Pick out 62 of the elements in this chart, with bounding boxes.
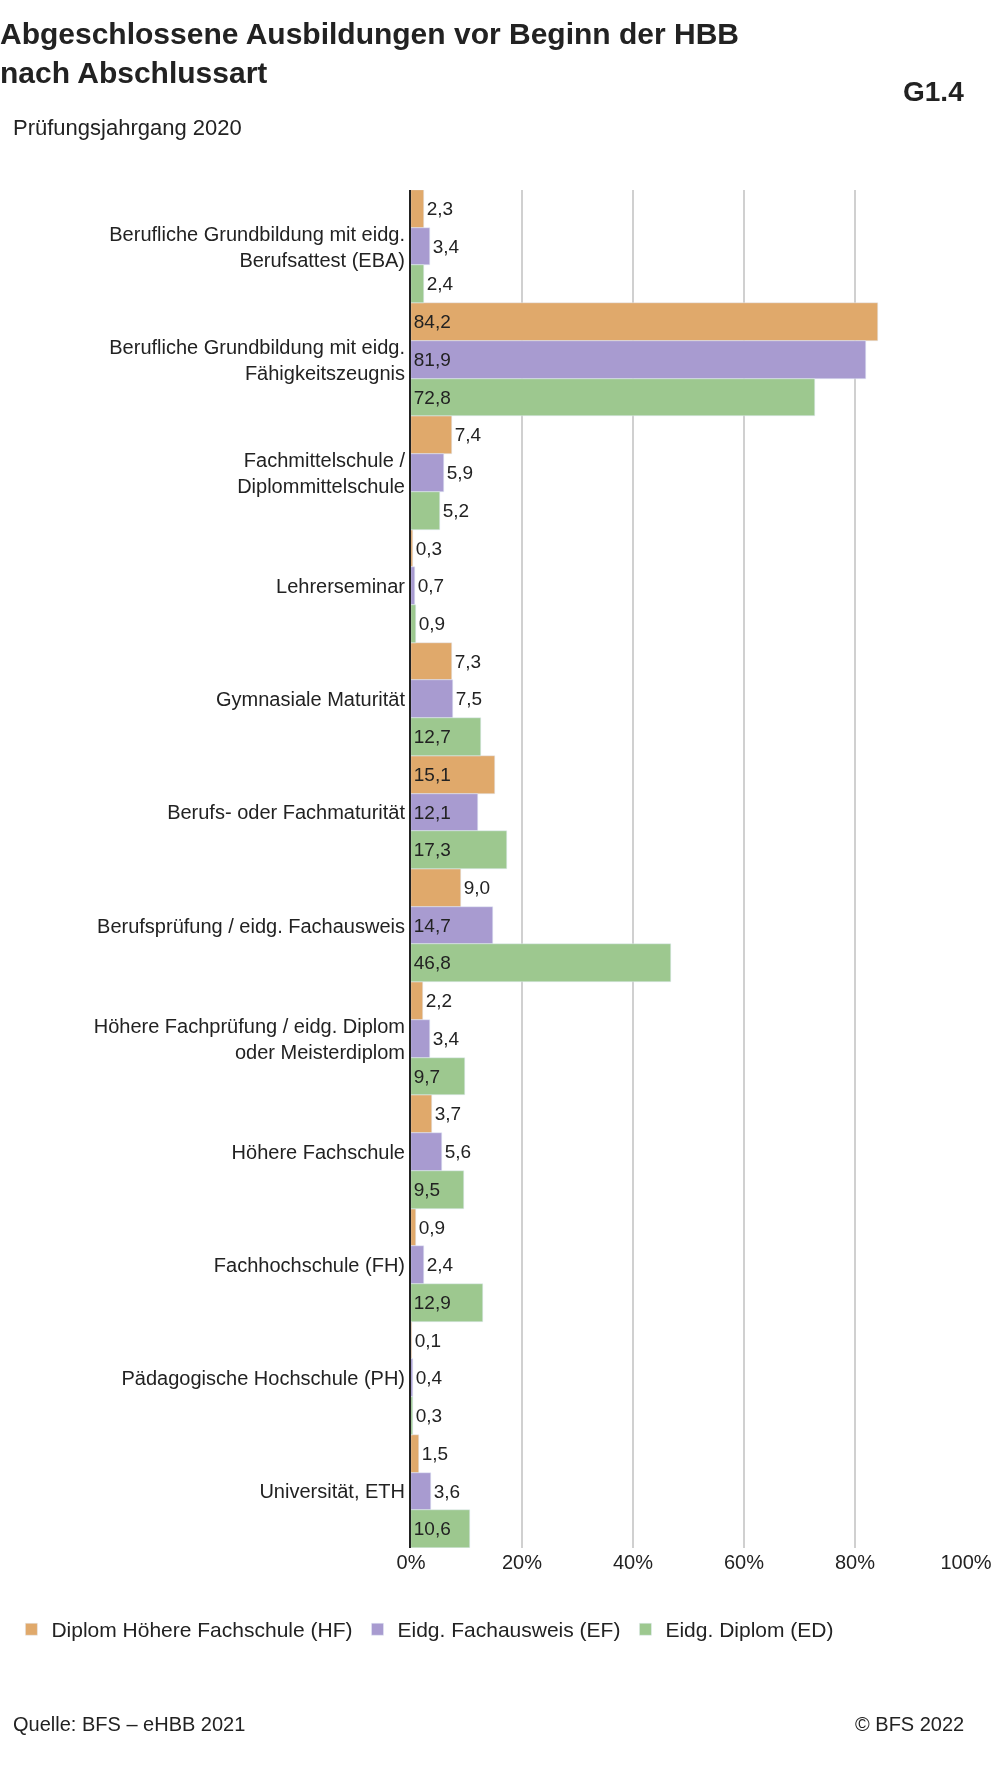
y-tick-label: Berufsprüfung / eidg. Fachausweis (97, 914, 405, 937)
data-label: 9,5 (413, 1179, 441, 1201)
data-label: 7,3 (454, 650, 482, 672)
y-tick-label: Pädagogische Hochschule (PH) (121, 1367, 405, 1390)
data-label: 2,3 (426, 198, 454, 220)
data-label: 5,9 (446, 462, 474, 484)
text: G1.4 (903, 76, 965, 107)
data-label: 3,7 (434, 1103, 462, 1125)
x-tick-label: 20% (501, 1551, 543, 1573)
data-label: 1,5 (421, 1443, 449, 1465)
data-label: 5,6 (444, 1141, 472, 1163)
data-label: 5,2 (442, 500, 470, 522)
data-label: 14,7 (413, 914, 451, 936)
data-label: 0,3 (415, 537, 443, 559)
data-label: 3,4 (432, 235, 460, 257)
x-tick-label: 80% (834, 1551, 876, 1573)
data-label: 10,6 (413, 1518, 451, 1540)
chart-title: Abgeschlossene Ausbildungen vor Beginn der HBB nach Abschlussart (0, 17, 739, 90)
data-label: 81,9 (413, 349, 451, 371)
y-tick-label: Fachmittelschule / Diplommittelschule (237, 448, 406, 497)
data-label: 0,9 (418, 613, 446, 635)
data-label: 0,3 (415, 1405, 443, 1427)
data-label: 7,4 (454, 424, 482, 446)
y-tick-label: Höhere Fachschule (231, 1140, 405, 1163)
text: Prüfungsjahrgang 2020 (13, 115, 242, 140)
data-label: 84,2 (413, 311, 451, 333)
data-label: 12,9 (413, 1292, 451, 1314)
data-label: 12,7 (413, 726, 451, 748)
data-label: 12,1 (413, 801, 451, 823)
y-tick-label: Fachhochschule (FH) (213, 1254, 405, 1277)
y-tick-label: Berufliche Grundbildung mit eidg. Fähigkeitszeugnis (109, 335, 405, 384)
data-label: 0,9 (418, 1216, 446, 1238)
x-tick-label: 40% (612, 1551, 654, 1573)
data-label: 0,4 (415, 1367, 443, 1389)
x-tick-label: 100% (940, 1551, 992, 1573)
data-label: 2,2 (425, 990, 453, 1012)
y-tick-label: Gymnasiale Maturität (216, 688, 406, 711)
x-tick-label: 0% (396, 1551, 426, 1573)
data-label: 2,4 (426, 273, 454, 295)
y-tick-label: Lehrerseminar (276, 575, 406, 598)
x-tick-label: 60% (723, 1551, 765, 1573)
text: © BFS 2022 (855, 1713, 965, 1735)
legend-label: Diplom Höhere Fachschule (HF) (51, 1618, 353, 1642)
data-label: 46,8 (413, 952, 451, 974)
data-label: 9,7 (413, 1065, 441, 1087)
legend-label: Eidg. Fachausweis (EF) (397, 1618, 621, 1642)
data-label: 15,1 (413, 764, 451, 786)
data-label: 17,3 (413, 839, 451, 861)
data-label: 9,0 (463, 877, 491, 899)
data-label: 0,1 (414, 1329, 442, 1351)
source-note: Quelle: BFS – eHBB 2021 (13, 1713, 246, 1735)
data-label: 3,4 (432, 1028, 460, 1050)
data-label: 2,4 (426, 1254, 454, 1276)
y-tick-label: Universität, ETH (259, 1480, 405, 1503)
y-tick-label: Berufs- oder Fachmaturität (167, 801, 406, 824)
data-label: 7,5 (455, 688, 483, 710)
data-label: 0,7 (417, 575, 445, 597)
data-label: 72,8 (413, 386, 451, 408)
y-tick-label: Höhere Fachprüfung / eidg. Diplom oder Meisterdiplom (93, 1014, 405, 1063)
y-tick-label: Berufliche Grundbildung mit eidg. Berufsattest (EBA) (109, 222, 405, 271)
data-label: 3,6 (433, 1480, 461, 1502)
legend-label: Eidg. Diplom (ED) (665, 1618, 834, 1642)
